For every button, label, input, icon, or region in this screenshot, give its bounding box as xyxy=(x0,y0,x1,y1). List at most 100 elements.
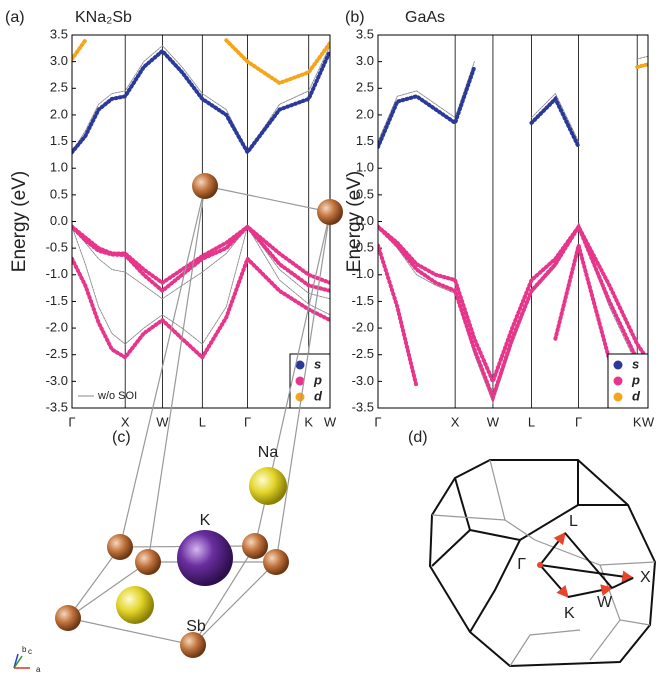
x-tick-label: K xyxy=(304,414,313,429)
axis-label: c xyxy=(28,647,32,656)
x-tick-label: W xyxy=(156,414,169,429)
sb-atom xyxy=(242,533,268,559)
x-tick-label: K xyxy=(633,414,642,429)
figure: (a) KNa₂Sb Energy (eV) 3.5 3.0 2.5 2.0 1.5 1.0 0.… xyxy=(0,0,661,677)
sb-atom xyxy=(192,173,218,199)
chart-title: GaAs xyxy=(405,9,445,26)
point-label: Γ xyxy=(517,556,526,573)
na-atom xyxy=(116,586,154,624)
chart-title: KNa₂Sb xyxy=(75,9,132,26)
y-tick-label: -2.5 xyxy=(352,346,374,361)
zone-edge xyxy=(510,630,580,666)
y-tick-label: -3.0 xyxy=(352,373,374,388)
x-tick-label: X xyxy=(451,414,460,429)
atom-label: Na xyxy=(258,444,279,461)
y-tick-label: -0.5 xyxy=(352,240,374,255)
sb-atom xyxy=(263,549,289,575)
y-tick-label: 3.0 xyxy=(356,53,374,68)
y-tick-label: -1.0 xyxy=(46,266,68,281)
x-tick-label: X xyxy=(121,414,130,429)
y-tick-label: 2.5 xyxy=(356,80,374,95)
y-tick-label: 2.0 xyxy=(356,106,374,121)
y-tick-label: 1.5 xyxy=(50,133,68,148)
legend-label: w/o SOI xyxy=(97,390,137,402)
x-tick-label: L xyxy=(528,414,535,429)
legend-label: p xyxy=(313,372,322,387)
point-label: X xyxy=(640,569,651,586)
sb-atom xyxy=(135,549,161,575)
arrow xyxy=(612,578,633,588)
legend-marker xyxy=(614,377,623,386)
x-tick-label: Γ xyxy=(244,414,251,429)
zone-edge xyxy=(470,540,520,632)
band xyxy=(378,67,579,147)
arrow xyxy=(540,565,633,578)
x-tick-label: W xyxy=(487,414,500,429)
atom-label: K xyxy=(200,512,211,529)
y-tick-label: -1.0 xyxy=(352,266,374,281)
y-tick-label: -3.5 xyxy=(352,399,374,414)
y-tick-label: 3.5 xyxy=(50,26,68,41)
x-tick-label: Γ xyxy=(374,414,381,429)
y-tick-label: 1.0 xyxy=(356,160,374,175)
x-tick-label: Γ xyxy=(68,414,75,429)
axis-label: a xyxy=(36,665,41,674)
y-tick-label: 0.5 xyxy=(356,186,374,201)
plot-frame xyxy=(72,35,330,408)
y-tick-label: -2.0 xyxy=(352,320,374,335)
zone-edge xyxy=(432,530,470,566)
y-tick-label: -3.0 xyxy=(46,373,68,388)
sb-atom xyxy=(317,199,343,225)
arrow xyxy=(540,565,568,597)
x-tick-label: W xyxy=(324,414,337,429)
k-path xyxy=(540,533,633,597)
zone-edge xyxy=(490,460,535,540)
band xyxy=(72,227,330,344)
legend-marker xyxy=(614,393,623,402)
band xyxy=(72,51,330,152)
y-tick-label: 1.5 xyxy=(356,133,374,148)
legend-marker xyxy=(614,361,623,370)
atom-label: Sb xyxy=(186,618,206,635)
band xyxy=(72,227,330,291)
y-tick-label: 2.0 xyxy=(50,106,68,121)
sb-atom xyxy=(107,534,133,560)
legend-label: p xyxy=(631,372,640,387)
y-tick-label: -1.5 xyxy=(352,293,374,308)
y-tick-label: 0.0 xyxy=(356,213,374,228)
zone-edge xyxy=(432,515,505,520)
brillouin-zone: (d) L Γ X K W xyxy=(408,429,655,666)
legend-label: d xyxy=(314,388,323,403)
x-tick-label: L xyxy=(199,414,206,429)
y-tick-label: 0.0 xyxy=(50,213,68,228)
band xyxy=(72,40,330,83)
zone-edge xyxy=(535,540,655,565)
panel-label: (a) xyxy=(5,9,25,26)
axis-label: b xyxy=(22,645,27,654)
y-axis-label: Energy (eV) xyxy=(9,171,30,272)
panel-label: (c) xyxy=(112,429,131,446)
point-label: W xyxy=(597,594,613,611)
y-tick-label: 0.5 xyxy=(50,186,68,201)
y-tick-label: 3.0 xyxy=(50,53,68,68)
gamma-point xyxy=(537,562,543,568)
legend-label: d xyxy=(632,388,641,403)
legend-label: s xyxy=(314,356,321,371)
y-tick-label: -2.5 xyxy=(46,346,68,361)
point-label: L xyxy=(569,513,578,530)
y-tick-label: 2.5 xyxy=(50,80,68,95)
y-tick-label: -2.0 xyxy=(46,320,68,335)
band xyxy=(637,64,648,67)
y-tick-label: -1.5 xyxy=(46,293,68,308)
zone-edge xyxy=(590,620,620,660)
x-tick-label: W xyxy=(642,414,655,429)
sb-atom xyxy=(180,632,206,658)
legend-marker xyxy=(296,393,305,402)
na-atom xyxy=(249,467,287,505)
sb-atom xyxy=(55,605,81,631)
arrow xyxy=(540,533,565,565)
band xyxy=(378,246,609,387)
y-tick-label: 3.5 xyxy=(356,26,374,41)
y-tick-label: -0.5 xyxy=(46,240,68,255)
y-tick-label: -3.5 xyxy=(46,399,68,414)
